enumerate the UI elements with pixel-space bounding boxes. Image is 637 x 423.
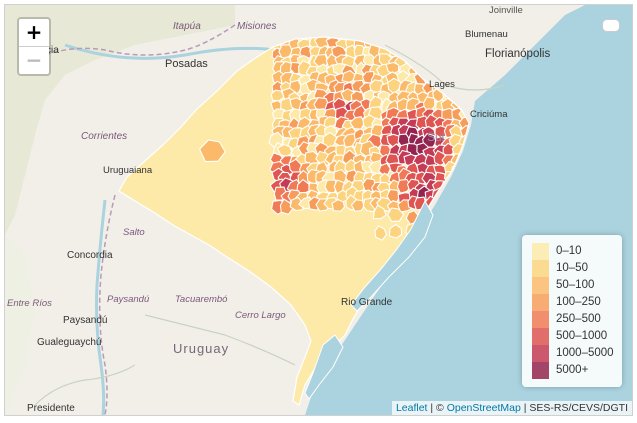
place-labels: Itapúa Misiones Corrientes Salto Entre R… bbox=[7, 21, 444, 356]
layer-toggle-button[interactable] bbox=[602, 19, 620, 32]
city-label: Florianópolis bbox=[485, 48, 550, 60]
municipality[interactable] bbox=[372, 204, 387, 220]
city-label: Paysandú bbox=[63, 315, 107, 326]
city-label: Rio Grande bbox=[341, 297, 393, 308]
legend: 0–10 10–50 50–100 100–250 250–500 500–10… bbox=[522, 235, 622, 387]
map-container[interactable]: Itapúa Misiones Corrientes Salto Entre R… bbox=[4, 4, 633, 416]
road bbox=[144, 314, 296, 366]
map-canvas[interactable]: Itapúa Misiones Corrientes Salto Entre R… bbox=[5, 5, 632, 415]
legend-swatch bbox=[532, 328, 549, 345]
city-label: Criciúma bbox=[470, 109, 508, 120]
municipality[interactable] bbox=[374, 225, 388, 241]
municipality[interactable] bbox=[315, 150, 331, 167]
road bbox=[34, 364, 136, 406]
legend-swatch bbox=[532, 311, 549, 328]
municipality[interactable] bbox=[387, 207, 405, 222]
legend-label: 10–50 bbox=[556, 262, 588, 274]
attribution-source: | SES-RS/CEVS/DGTI bbox=[520, 402, 628, 414]
legend-swatch bbox=[532, 294, 549, 311]
municipality[interactable] bbox=[388, 223, 403, 239]
legend-label: 0–10 bbox=[556, 245, 582, 257]
lagoa-mirim bbox=[304, 334, 344, 400]
legend-label: 250–500 bbox=[556, 313, 601, 325]
city-label: Uruguaiana bbox=[103, 165, 153, 176]
municipality[interactable] bbox=[289, 196, 304, 212]
legend-label: 50–100 bbox=[556, 279, 595, 291]
city-label: Lages bbox=[429, 79, 455, 90]
legend-swatch bbox=[532, 243, 549, 260]
municipality[interactable] bbox=[331, 199, 346, 212]
legend-label: 100–250 bbox=[556, 296, 601, 308]
attribution-separator: | © bbox=[427, 402, 447, 414]
municipality[interactable] bbox=[350, 199, 365, 212]
entre-rios-area bbox=[5, 235, 35, 415]
place-label: Salto bbox=[123, 227, 145, 238]
border-line bbox=[44, 24, 236, 56]
place-label: Itapúa bbox=[173, 21, 201, 32]
lagoa-dos-patos bbox=[350, 199, 434, 312]
border-line bbox=[98, 194, 116, 415]
city-label: Concordia bbox=[67, 250, 113, 261]
place-label: Misiones bbox=[237, 21, 276, 32]
country-label: Uruguay bbox=[173, 341, 229, 356]
legend-swatch bbox=[532, 345, 549, 362]
legend-swatch bbox=[532, 362, 549, 379]
legend-label: 1000–5000 bbox=[556, 347, 614, 359]
legend-swatch bbox=[532, 277, 549, 294]
legend-label: 5000+ bbox=[556, 364, 589, 376]
uruguay-river bbox=[95, 199, 107, 415]
city-label: Presidente bbox=[27, 403, 75, 414]
place-label: Tacuarembó bbox=[175, 294, 228, 305]
city-label: Blumenau bbox=[465, 29, 508, 40]
road bbox=[384, 44, 506, 91]
argentina-north-area bbox=[5, 5, 235, 235]
place-label: Sul bbox=[427, 130, 444, 144]
zoom-in-button[interactable]: + bbox=[19, 19, 49, 47]
place-label: Entre Ríos bbox=[7, 298, 52, 309]
legend-swatch bbox=[532, 260, 549, 277]
city-label: Gualeguaychú bbox=[37, 337, 102, 348]
place-label: Paysandú bbox=[107, 294, 150, 305]
openstreetmap-link[interactable]: OpenStreetMap bbox=[446, 402, 521, 414]
attribution: Leaflet | © OpenStreetMap | SES-RS/CEVS/… bbox=[391, 401, 632, 415]
city-label: Joinville bbox=[489, 5, 523, 16]
parana-river bbox=[64, 43, 276, 60]
city-label: Posadas bbox=[165, 58, 208, 70]
legend-label: 500–1000 bbox=[556, 330, 608, 342]
place-label: Corrientes bbox=[81, 131, 127, 142]
place-label: Cerro Largo bbox=[235, 310, 286, 321]
zoom-out-button[interactable]: − bbox=[25, 48, 43, 72]
municipality[interactable] bbox=[199, 139, 226, 163]
zoom-control[interactable]: + − bbox=[17, 17, 51, 76]
leaflet-link[interactable]: Leaflet bbox=[395, 402, 428, 414]
municipality[interactable] bbox=[396, 178, 412, 194]
